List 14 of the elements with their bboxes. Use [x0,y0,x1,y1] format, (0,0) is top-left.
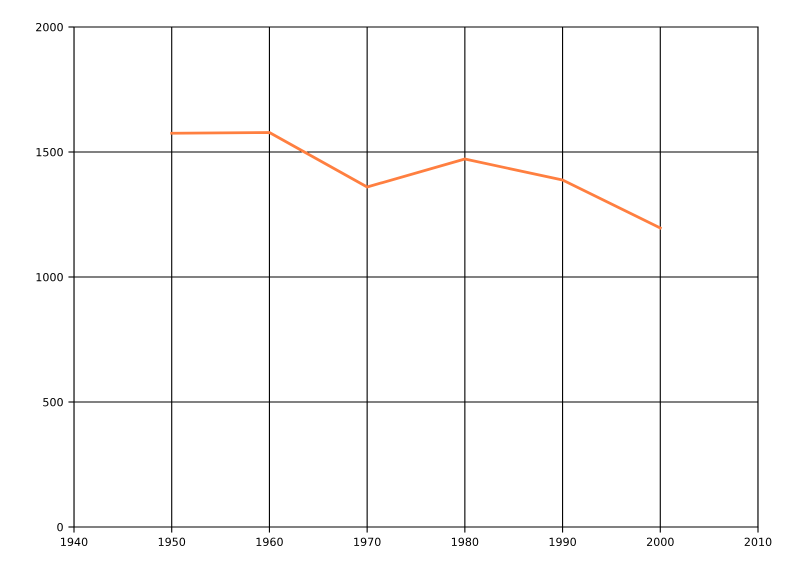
y-tick-label: 1000 [36,272,63,282]
x-tick-label: 1950 [158,538,186,546]
y-tick-label: 1500 [36,148,63,156]
y-tick-label: 500 [43,398,63,406]
x-tick-label: 1940 [61,538,88,546]
x-tick-label: 1960 [256,538,283,546]
x-tick-label: 2010 [744,538,772,546]
x-tick-label: 1990 [550,538,576,546]
x-tick-label: 1980 [452,538,478,546]
line-series [170,131,662,230]
x-tick-label: 1970 [354,538,381,546]
y-tick-label: 2000 [36,22,63,32]
y-tick-label: 0 [57,522,63,532]
x-tick-label: 2000 [646,538,674,546]
